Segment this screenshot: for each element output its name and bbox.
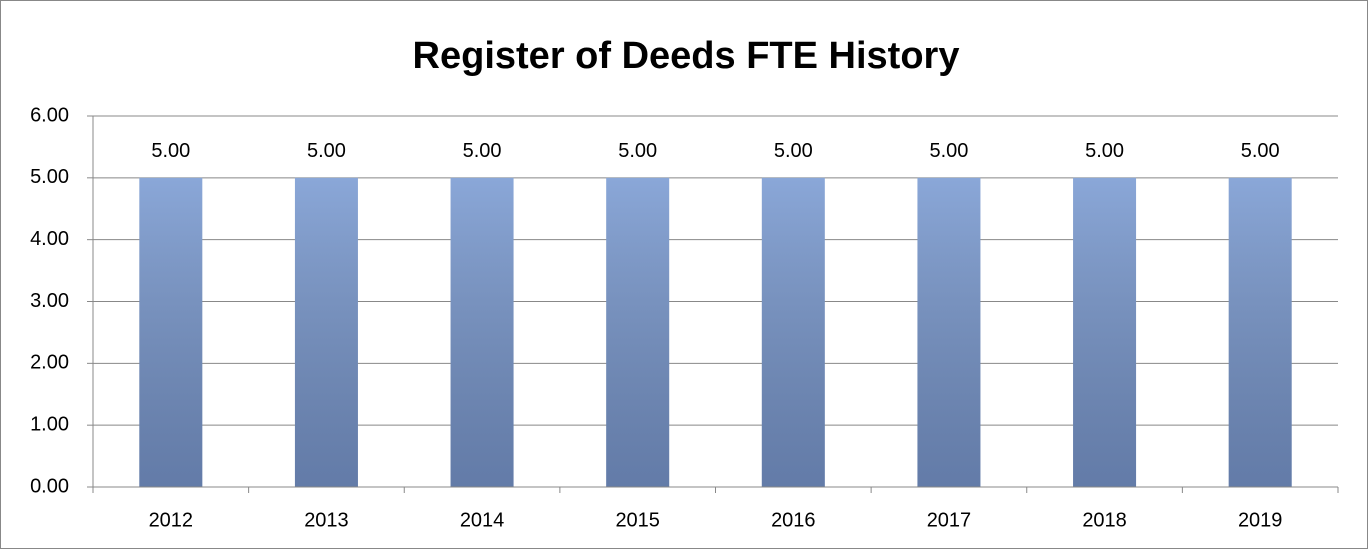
x-tick-label: 2015 [615, 509, 660, 531]
bar-shade [139, 177, 203, 488]
chart-title: Register of Deeds FTE History [413, 35, 960, 77]
y-tick-label: 5.00 [30, 166, 69, 188]
x-tick-label: 2012 [149, 509, 194, 531]
bar-shade [606, 177, 670, 488]
value-label: 5.00 [774, 140, 813, 162]
bar-shade [1228, 177, 1292, 488]
x-tick-label: 2016 [771, 509, 816, 531]
value-label: 5.00 [151, 140, 190, 162]
value-label: 5.00 [618, 140, 657, 162]
x-tick-label: 2013 [304, 509, 349, 531]
value-label: 5.00 [929, 140, 968, 162]
bar-shade [917, 177, 981, 488]
y-tick-label: 2.00 [30, 352, 69, 374]
bar-shade [450, 177, 514, 488]
y-tick-label: 3.00 [30, 290, 69, 312]
y-tick-label: 0.00 [30, 475, 69, 497]
x-tick-label: 2019 [1238, 509, 1283, 531]
value-label: 5.00 [1085, 140, 1124, 162]
x-tick-label: 2017 [927, 509, 972, 531]
y-tick-label: 6.00 [30, 104, 69, 126]
bar-shade [294, 177, 358, 488]
bar-shade [1073, 177, 1137, 488]
value-label: 5.00 [1241, 140, 1280, 162]
y-tick-label: 4.00 [30, 228, 69, 250]
y-tick-label: 1.00 [30, 413, 69, 435]
bar-shade [761, 177, 825, 488]
x-tick-label: 2014 [460, 509, 505, 531]
value-label: 5.00 [307, 140, 346, 162]
value-label: 5.00 [463, 140, 502, 162]
x-tick-label: 2018 [1082, 509, 1127, 531]
